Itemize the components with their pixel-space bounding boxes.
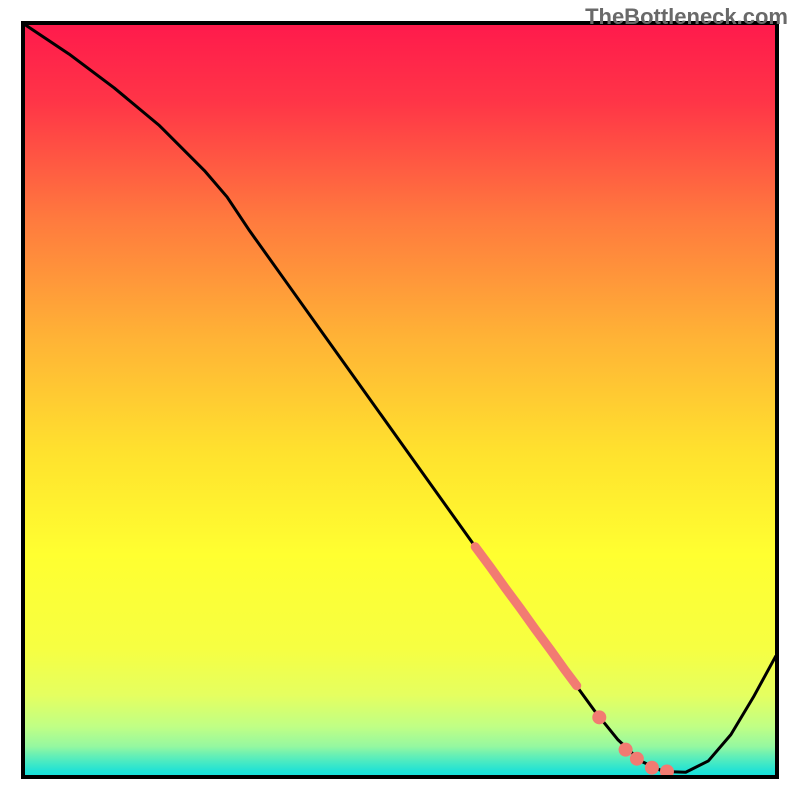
chart-container: TheBottleneck.com <box>0 0 800 800</box>
highlight-dot <box>619 743 633 757</box>
watermark-text: TheBottleneck.com <box>585 4 788 30</box>
highlight-dot <box>645 761 659 775</box>
mask-rect <box>0 0 24 800</box>
bottleneck-chart <box>0 0 800 800</box>
highlight-dot <box>592 710 606 724</box>
mask-rect <box>776 0 800 800</box>
mask-rect <box>0 776 800 800</box>
chart-background <box>24 24 776 776</box>
highlight-dot <box>630 752 644 766</box>
